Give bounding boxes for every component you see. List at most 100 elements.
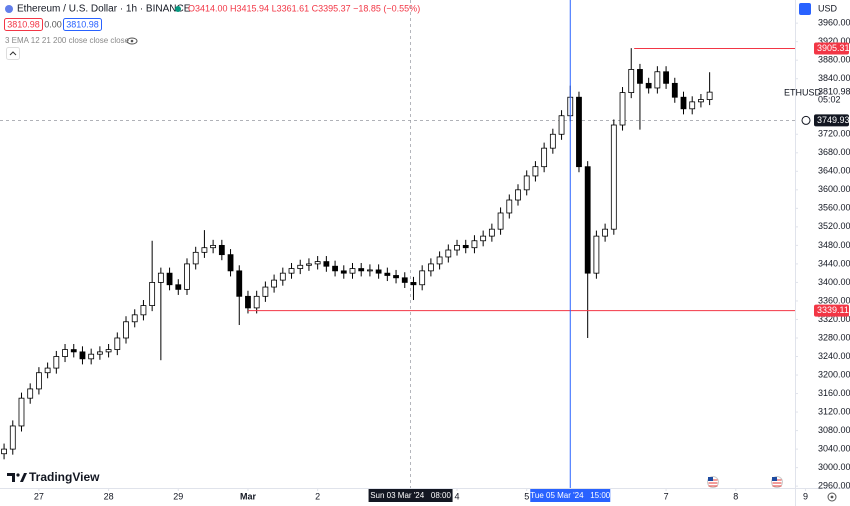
y-tick-label: 3320.00 bbox=[818, 314, 850, 324]
candle-body bbox=[114, 337, 121, 350]
candle-body bbox=[140, 305, 147, 316]
candle-body bbox=[671, 82, 678, 98]
x-tick-label: 5 bbox=[524, 491, 529, 501]
y-tick-label: 3920.00 bbox=[818, 36, 850, 46]
y-tick-label: 3440.00 bbox=[818, 258, 850, 268]
chart-title[interactable]: Ethereum / U.S. Dollar · 1h · BINANCE bbox=[17, 4, 191, 15]
candle-body bbox=[131, 314, 138, 323]
candle-body bbox=[454, 244, 460, 251]
x-tick-label: 29 bbox=[173, 491, 183, 501]
candle-body bbox=[637, 69, 643, 84]
candle-body bbox=[610, 124, 617, 230]
candle-body bbox=[79, 351, 86, 360]
candle-body bbox=[62, 349, 68, 357]
candle-body bbox=[123, 321, 129, 339]
y-tick-label: 3120.00 bbox=[818, 406, 850, 416]
candle-body bbox=[680, 96, 687, 110]
candle-body bbox=[236, 270, 243, 297]
candle-body bbox=[166, 272, 173, 286]
y-tick-label: 3680.00 bbox=[818, 147, 850, 157]
candle-body bbox=[88, 353, 95, 360]
spread: 0.00 bbox=[44, 19, 62, 29]
collapse-icon bbox=[9, 51, 17, 56]
candle-body bbox=[18, 397, 25, 427]
brand-logo bbox=[7, 473, 27, 482]
candle-body bbox=[44, 367, 51, 374]
sell-box[interactable] bbox=[4, 18, 43, 31]
sell-price[interactable]: 3810.98 bbox=[7, 19, 40, 29]
crosshair-y-tag bbox=[814, 114, 849, 127]
candle-body bbox=[27, 388, 34, 399]
symbol-icon bbox=[5, 5, 13, 13]
candle-body bbox=[340, 270, 347, 274]
candle-body bbox=[314, 261, 321, 265]
candle-body bbox=[497, 212, 504, 230]
candle-body bbox=[410, 282, 417, 286]
y-tick-label: 3560.00 bbox=[818, 203, 850, 213]
candle-body bbox=[384, 272, 391, 276]
y-tick-label: 3600.00 bbox=[818, 184, 850, 194]
y-tick-label: 3040.00 bbox=[818, 443, 850, 453]
candle-body bbox=[271, 279, 277, 288]
price-tag bbox=[814, 42, 849, 55]
buy-box[interactable] bbox=[63, 18, 102, 31]
bar-countdown: 05:02 bbox=[818, 95, 841, 105]
y-tick-label: 3240.00 bbox=[818, 351, 850, 361]
y-tick-label: 3960.00 bbox=[818, 18, 850, 28]
event-flag[interactable] bbox=[771, 476, 783, 488]
candle-body bbox=[279, 272, 286, 281]
candle-body bbox=[306, 263, 312, 266]
candle-body bbox=[663, 71, 669, 84]
settings-icon[interactable] bbox=[827, 492, 837, 502]
candle-body bbox=[445, 249, 452, 258]
status-dot bbox=[175, 6, 181, 12]
candle-body bbox=[227, 254, 234, 272]
y-tick-label: 3360.00 bbox=[818, 295, 850, 305]
y-tick-label: 3160.00 bbox=[818, 388, 850, 398]
y-tick-label: 2960.00 bbox=[818, 481, 850, 491]
collapse-button[interactable] bbox=[6, 47, 20, 60]
y-tick-label: 3080.00 bbox=[818, 425, 850, 435]
candle-body bbox=[645, 82, 652, 89]
ohlc-legend: O3414.00 H3415.94 L3361.61 C3395.37 −18.… bbox=[188, 3, 420, 13]
candle-body bbox=[549, 133, 556, 149]
x-tick-label: Mar bbox=[240, 491, 257, 501]
candle-body bbox=[1, 448, 7, 455]
candle-body bbox=[70, 349, 77, 353]
candle-body bbox=[184, 263, 190, 290]
crosshair-y-label: 3749.93 bbox=[817, 115, 850, 125]
candle-body bbox=[427, 263, 434, 272]
candle-body bbox=[210, 244, 217, 249]
y-tick-label: 3640.00 bbox=[818, 166, 850, 176]
y-tick-label: 3280.00 bbox=[818, 332, 850, 342]
candle-body bbox=[192, 251, 199, 265]
candle-body bbox=[36, 372, 42, 390]
crosshair-add-icon[interactable] bbox=[801, 115, 811, 125]
candle-body bbox=[393, 275, 399, 279]
buy-price[interactable]: 3810.98 bbox=[66, 19, 99, 29]
price-tag-label: 3339.11 bbox=[817, 305, 849, 315]
crosshair-x-tag bbox=[368, 489, 453, 502]
eye-icon[interactable] bbox=[126, 37, 138, 45]
x-tick-label: 28 bbox=[104, 491, 114, 501]
candle-body bbox=[576, 96, 582, 168]
candle-body bbox=[245, 295, 251, 309]
candle-body bbox=[480, 235, 487, 242]
candle-body bbox=[367, 269, 373, 272]
candle-body bbox=[297, 264, 304, 269]
currency-icon[interactable] bbox=[799, 3, 811, 15]
candle-body bbox=[105, 349, 112, 353]
candle-body bbox=[253, 295, 260, 309]
y-tick-label: 3840.00 bbox=[818, 73, 850, 83]
candle-body bbox=[332, 265, 338, 272]
indicator-legend[interactable]: 3 EMA 12 21 200 close close close bbox=[5, 36, 130, 45]
candle-body bbox=[375, 269, 382, 274]
candle-body bbox=[488, 228, 495, 237]
event-flag[interactable] bbox=[707, 476, 719, 488]
candle-body bbox=[523, 175, 530, 191]
y-tick-label: 3520.00 bbox=[818, 221, 850, 231]
y-tick-label: 3880.00 bbox=[818, 55, 850, 65]
y-tick-label: 3720.00 bbox=[818, 129, 850, 139]
currency[interactable]: USD bbox=[818, 3, 838, 13]
